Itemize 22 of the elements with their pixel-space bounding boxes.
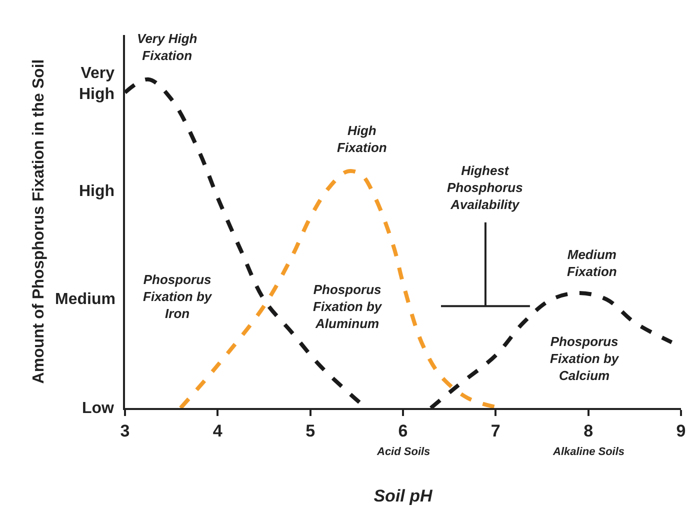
x-tick-label: 7 [490, 421, 500, 440]
text: Alkaline Soils [552, 446, 625, 458]
annotation: Phosporus Fixation by Iron [143, 272, 212, 321]
x-tick-label: 3 [120, 421, 130, 440]
text: Very High Fixation [137, 31, 198, 63]
annotation: Phosporus Fixation by Calcium [550, 334, 620, 383]
annotation: Highest Phosphorus Availability [447, 163, 523, 212]
x-axis-title: Soil pH [374, 486, 433, 506]
x-tick-label: 8 [584, 421, 594, 440]
text: Low [82, 400, 115, 417]
text: Acid Soils [376, 446, 430, 458]
x-tick-label: 5 [306, 421, 316, 440]
annotation: Medium Fixation [567, 247, 617, 279]
annotation: High Fixation [337, 123, 387, 155]
x-tick-label: 6 [398, 421, 408, 440]
text: Medium [55, 291, 116, 308]
x-tick-label: 9 [676, 421, 686, 440]
y-axis-title: Amount of Phosphorus Fixation in the Soil [30, 59, 48, 384]
text: High [79, 183, 115, 200]
text: Very High [79, 65, 115, 103]
x-tick-label: 4 [212, 421, 223, 440]
annotation: Phosporus Fixation by Aluminum [313, 282, 382, 331]
